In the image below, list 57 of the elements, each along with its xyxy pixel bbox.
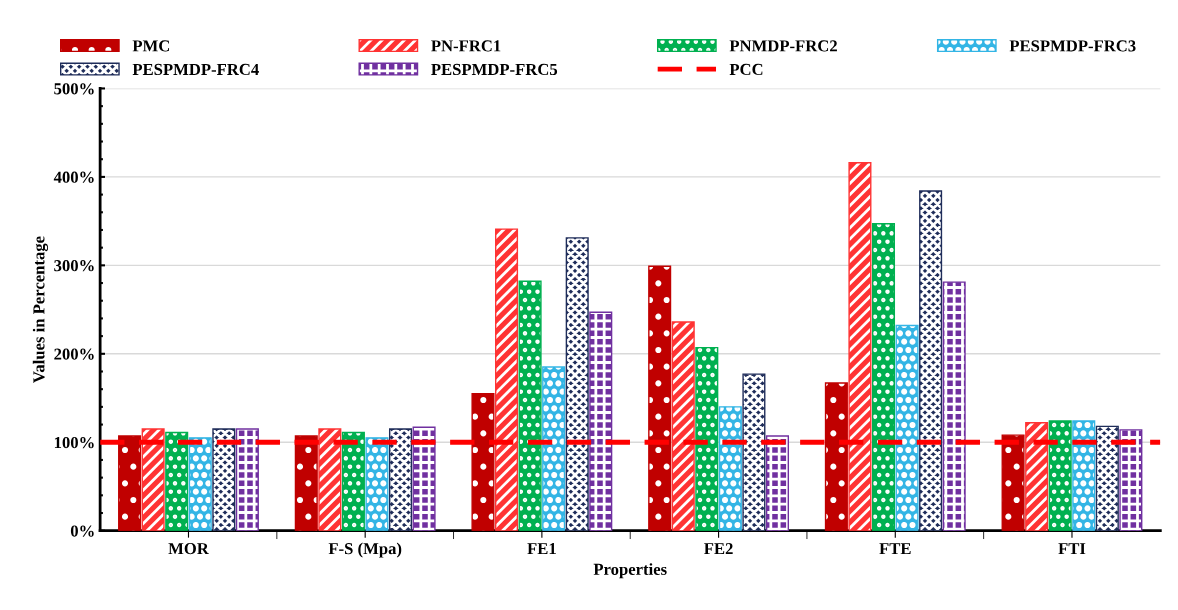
bar (1048, 420, 1072, 531)
bar (341, 431, 365, 531)
y-tick-label: 100% (54, 436, 94, 449)
bar (565, 237, 589, 531)
x-tick-label: FE1 (527, 543, 556, 555)
bar (765, 435, 790, 531)
x-axis-title: Properties (593, 563, 667, 579)
bar (871, 223, 896, 531)
legend-label: PN-FRC1 (431, 40, 501, 52)
bar (542, 366, 566, 531)
x-tick-label: F-S (Mpa) (328, 542, 402, 558)
legend-label: PCC (729, 63, 763, 76)
y-axis-title: Values in Percentage (32, 236, 49, 383)
y-tick-label: 500% (54, 83, 94, 95)
bar (1095, 425, 1119, 531)
bar (1072, 420, 1096, 531)
bar (235, 428, 259, 531)
legend-label: PMC (132, 40, 170, 52)
bar (294, 435, 318, 531)
x-tick-label: FTE (879, 543, 911, 555)
bar (118, 435, 142, 531)
bar (212, 428, 236, 531)
y-tick-label: 200% (54, 348, 94, 360)
bar (589, 311, 613, 531)
bar (188, 437, 212, 531)
bar (671, 321, 695, 531)
bar (318, 428, 342, 531)
bar (388, 428, 413, 531)
bar (495, 228, 519, 531)
bar (742, 373, 766, 531)
x-tick-label: MOR (168, 543, 209, 555)
legend-label: PESPMDP-FRC4 (132, 63, 259, 76)
bar (824, 382, 848, 531)
bar (1119, 429, 1143, 531)
bar (141, 428, 165, 531)
bar (648, 265, 672, 531)
bar (365, 437, 389, 531)
bar (919, 190, 943, 531)
legend-label: PESPMDP-FRC5 (431, 63, 558, 76)
bar (848, 162, 872, 531)
bar (895, 324, 919, 531)
x-tick-label: FTI (1058, 543, 1086, 555)
y-tick-label: 0% (70, 525, 94, 537)
legend-label: PNMDP-FRC2 (729, 40, 837, 52)
bar (1025, 422, 1049, 531)
bar (942, 281, 966, 531)
bar (165, 431, 189, 531)
bar (1001, 434, 1025, 531)
x-tick-label: FE2 (704, 543, 733, 555)
bar (695, 346, 719, 531)
bar (518, 280, 542, 531)
bar (471, 392, 495, 531)
y-tick-label: 300% (54, 260, 94, 272)
bar (718, 406, 742, 531)
legend-label: PESPMDP-FRC3 (1009, 40, 1136, 52)
bar (412, 426, 436, 531)
y-tick-label: 400% (53, 171, 94, 183)
